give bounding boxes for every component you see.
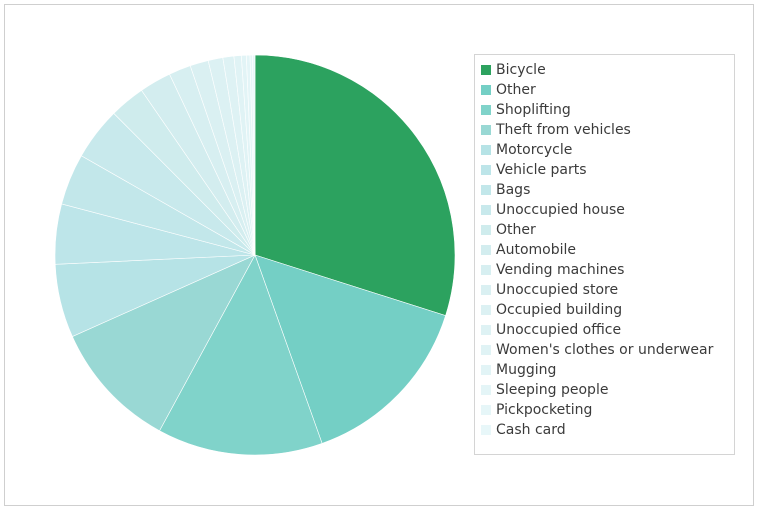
legend-item: Women's clothes or underwear [475, 340, 734, 360]
pie-slices [54, 54, 456, 456]
legend-label: Automobile [496, 242, 576, 258]
legend-swatch [481, 125, 491, 135]
legend-swatch [481, 405, 491, 415]
legend-swatch [481, 85, 491, 95]
legend-item: Bicycle [475, 60, 734, 80]
legend-item: Unoccupied house [475, 200, 734, 220]
legend-label: Motorcycle [496, 142, 573, 158]
legend-swatch [481, 365, 491, 375]
legend-item: Automobile [475, 240, 734, 260]
legend-label: Vending machines [496, 262, 625, 278]
legend-list: Bicycle Other Shoplifting Theft from vehicl… [475, 60, 734, 440]
legend-label: Unoccupied office [496, 322, 622, 338]
legend-swatch [481, 225, 491, 235]
legend-label: Occupied building [496, 302, 623, 318]
legend-swatch [481, 245, 491, 255]
legend-swatch [481, 325, 491, 335]
pie-slice-18 [252, 54, 256, 256]
legend-swatch [481, 65, 491, 75]
pie-slice-1 [254, 254, 446, 444]
legend-label: Bicycle [496, 62, 546, 78]
legend-swatch [481, 265, 491, 275]
legend-label: Unoccupied house [496, 202, 625, 218]
legend-item: Occupied building [475, 300, 734, 320]
legend-label: Bags [496, 182, 531, 198]
legend-label: Unoccupied store [496, 282, 619, 298]
legend-swatch [481, 285, 491, 295]
legend-swatch [481, 145, 491, 155]
legend-label: Women's clothes or underwear [496, 342, 714, 358]
legend-swatch [481, 165, 491, 175]
legend-label: Sleeping people [496, 382, 609, 398]
legend-item: Unoccupied store [475, 280, 734, 300]
legend-swatch [481, 305, 491, 315]
legend-item: Pickpocketing [475, 400, 734, 420]
legend-item: Vending machines [475, 260, 734, 280]
legend-item: Other [475, 80, 734, 100]
legend-label: Other [496, 222, 536, 238]
legend-item: Bags [475, 180, 734, 200]
legend-item: Shoplifting [475, 100, 734, 120]
legend-swatch [481, 345, 491, 355]
pie-slice-0 [254, 54, 456, 316]
legend-label: Cash card [496, 422, 566, 438]
legend-swatch [481, 385, 491, 395]
legend-swatch [481, 185, 491, 195]
legend-item: Cash card [475, 420, 734, 440]
pie-slice-3 [71, 254, 256, 432]
legend-item: Theft from vehicles [475, 120, 734, 140]
legend: Bicycle Other Shoplifting Theft from vehicl… [474, 54, 735, 455]
legend-item: Motorcycle [475, 140, 734, 160]
legend-item: Unoccupied office [475, 320, 734, 340]
legend-label: Vehicle parts [496, 162, 587, 178]
legend-item: Mugging [475, 360, 734, 380]
legend-swatch [481, 105, 491, 115]
legend-label: Other [496, 82, 536, 98]
legend-label: Shoplifting [496, 102, 571, 118]
pie-slice-2 [159, 254, 323, 456]
legend-label: Theft from vehicles [496, 122, 631, 138]
legend-label: Mugging [496, 362, 557, 378]
legend-swatch [481, 205, 491, 215]
legend-item: Sleeping people [475, 380, 734, 400]
legend-label: Pickpocketing [496, 402, 593, 418]
legend-item: Other [475, 220, 734, 240]
legend-swatch [481, 425, 491, 435]
legend-item: Vehicle parts [475, 160, 734, 180]
